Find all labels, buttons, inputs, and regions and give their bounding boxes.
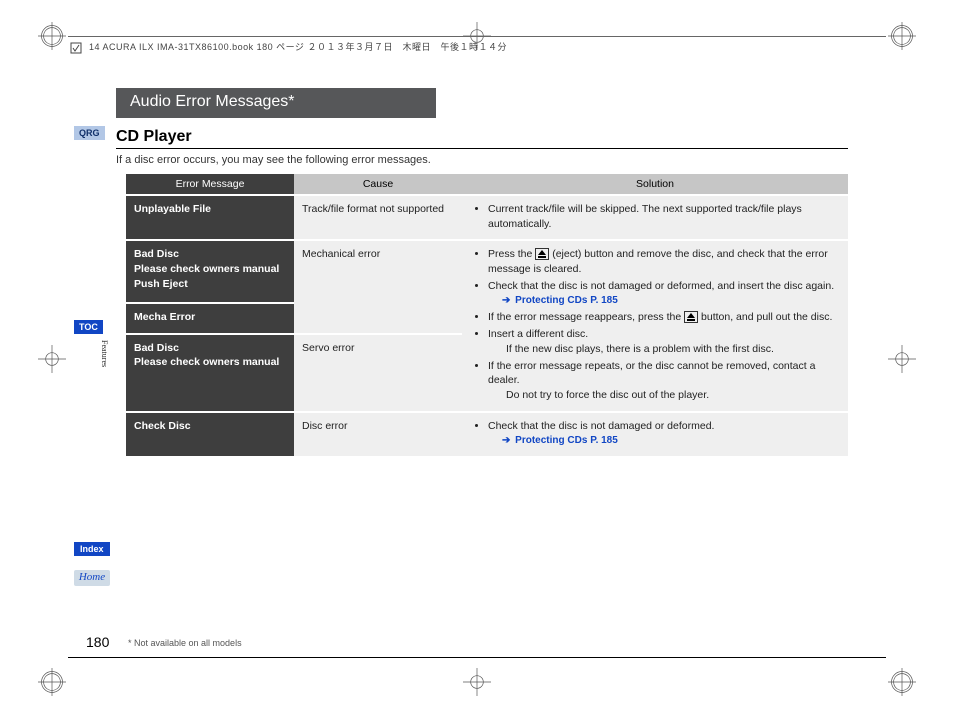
cell-cause: Mechanical error — [294, 240, 462, 333]
solution-item: Insert a different disc. If the new disc… — [488, 327, 840, 356]
solution-item: Press the (eject) button and remove the … — [488, 247, 840, 276]
solution-text: Press the — [488, 248, 535, 260]
cell-solution: Check that the disc is not damaged or de… — [462, 412, 848, 458]
footnote: * Not available on all models — [128, 638, 242, 648]
reference-label: Protecting CDs — [515, 435, 587, 446]
cell-solution: Current track/file will be skipped. The … — [462, 195, 848, 240]
solution-item: If the error message repeats, or the dis… — [488, 359, 840, 403]
solution-subtext: Do not try to force the disc out of the … — [506, 388, 840, 403]
error-line: Please check owners manual — [134, 355, 286, 370]
eject-icon — [684, 311, 698, 323]
sidebar-item-qrg[interactable]: QRG — [74, 126, 105, 140]
crop-mark-icon — [38, 345, 66, 373]
error-messages-table: Error Message Cause Solution Unplayable … — [126, 174, 848, 458]
crop-info-line: 14 ACURA ILX IMA-31TX86100.book 180 ページ … — [70, 40, 507, 54]
error-line: Push Eject — [134, 277, 286, 292]
table-row: Unplayable File Track/file format not su… — [126, 195, 848, 240]
sidebar-item-index[interactable]: Index — [74, 542, 110, 556]
cell-error: Bad Disc Please check owners manual — [126, 334, 294, 412]
solution-text: Check that the disc is not damaged or de… — [488, 280, 834, 292]
cell-error: Mecha Error — [126, 303, 294, 334]
cell-solution: Press the (eject) button and remove the … — [462, 240, 848, 411]
link-arrow-icon: ➔ — [502, 435, 510, 446]
sidebar-item-home[interactable]: Home — [74, 570, 110, 586]
reference-page: P. 185 — [590, 295, 618, 306]
table-row: Bad Disc Please check owners manual Push… — [126, 240, 848, 302]
page-title: Audio Error Messages* — [116, 88, 436, 118]
crop-mark-icon — [463, 668, 491, 696]
sidebar-item-features[interactable]: Features — [100, 340, 109, 367]
crop-mark-icon — [38, 22, 66, 50]
section-subtitle: CD Player — [116, 128, 192, 146]
cell-error: Unplayable File — [126, 195, 294, 240]
page-number: 180 — [86, 634, 109, 650]
cell-cause: Disc error — [294, 412, 462, 458]
cell-error: Bad Disc Please check owners manual Push… — [126, 240, 294, 302]
solution-text: If the error message repeats, or the dis… — [488, 360, 815, 387]
eject-icon — [535, 248, 549, 260]
col-header-solution: Solution — [462, 174, 848, 195]
reference-label: Protecting CDs — [515, 295, 587, 306]
cell-cause: Track/file format not supported — [294, 195, 462, 240]
reference-page: P. 185 — [590, 435, 618, 446]
solution-subtext: If the new disc plays, there is a proble… — [506, 342, 840, 357]
divider — [116, 148, 848, 149]
sidebar-item-toc[interactable]: TOC — [74, 320, 103, 334]
error-line: Bad Disc — [134, 247, 286, 262]
table-row: Check Disc Disc error Check that the dis… — [126, 412, 848, 458]
reference-link[interactable]: ➔ Protecting CDs P. 185 — [502, 294, 618, 308]
intro-text: If a disc error occurs, you may see the … — [116, 154, 431, 166]
reference-link[interactable]: ➔ Protecting CDs P. 185 — [502, 434, 618, 448]
solution-text: Check that the disc is not damaged or de… — [488, 420, 714, 432]
solution-item: Check that the disc is not damaged or de… — [488, 279, 840, 309]
solution-item: Current track/file will be skipped. The … — [488, 202, 840, 231]
solution-text: If the error message reappears, press th… — [488, 311, 684, 323]
solution-text: Insert a different disc. — [488, 328, 588, 340]
table-header-row: Error Message Cause Solution — [126, 174, 848, 195]
solution-text: button, and pull out the disc. — [701, 311, 832, 323]
crop-info-text: 14 ACURA ILX IMA-31TX86100.book 180 ページ … — [89, 42, 507, 52]
crop-mark-icon — [38, 668, 66, 696]
crop-mark-icon — [888, 345, 916, 373]
cell-cause: Servo error — [294, 334, 462, 412]
home-icon-label: Home — [79, 571, 105, 583]
col-header-error: Error Message — [126, 174, 294, 195]
error-line: Bad Disc — [134, 341, 286, 356]
col-header-cause: Cause — [294, 174, 462, 195]
cell-error: Check Disc — [126, 412, 294, 458]
solution-item: If the error message reappears, press th… — [488, 310, 840, 325]
link-arrow-icon: ➔ — [502, 295, 510, 306]
solution-item: Check that the disc is not damaged or de… — [488, 419, 840, 449]
error-line: Please check owners manual — [134, 262, 286, 277]
crop-mark-icon — [888, 22, 916, 50]
crop-mark-icon — [888, 668, 916, 696]
